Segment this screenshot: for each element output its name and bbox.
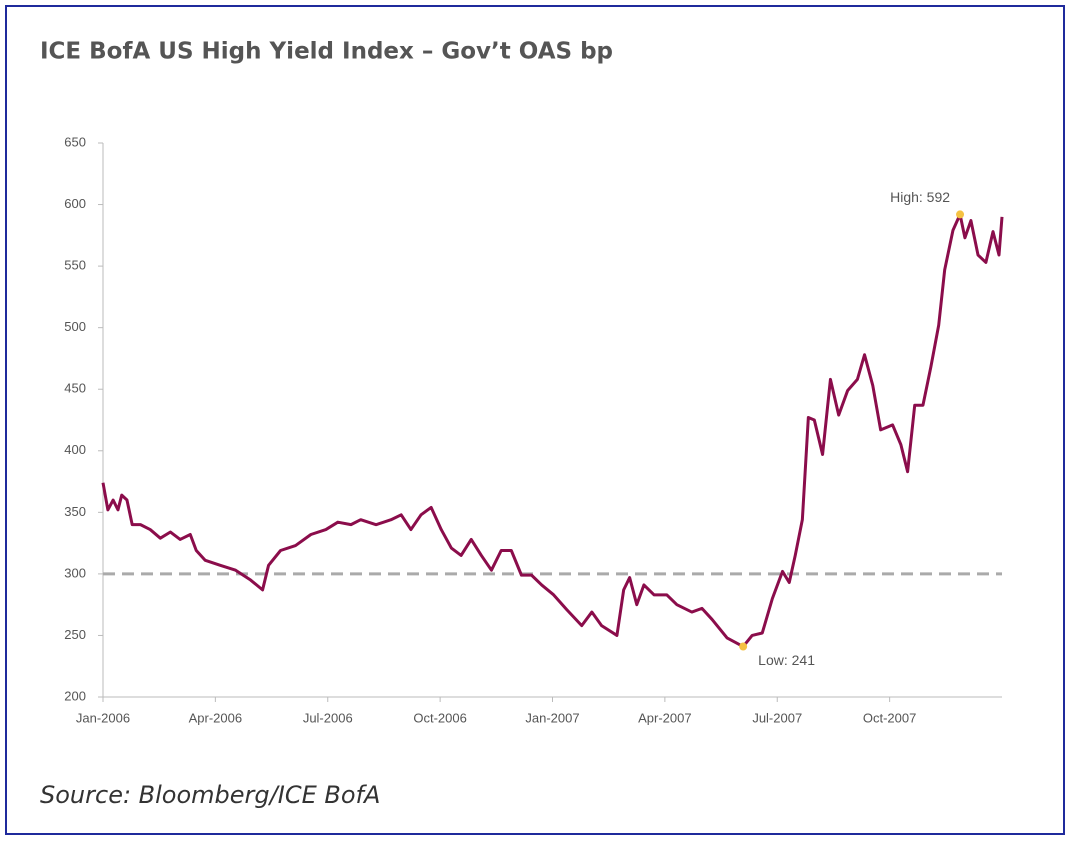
annotation-label: Low: 241: [758, 652, 815, 668]
y-tick-label: 400: [64, 442, 86, 457]
annotation-label: High: 592: [890, 189, 950, 205]
y-tick-label: 350: [64, 504, 86, 519]
y-tick-label: 450: [64, 381, 86, 396]
x-tick-label: Jul-2006: [303, 710, 353, 725]
y-tick-label: 300: [64, 565, 86, 580]
x-tick-label: Jan-2007: [525, 710, 579, 725]
frame: [5, 5, 1065, 835]
y-tick-label: 550: [64, 258, 86, 273]
annotation-marker: [739, 642, 748, 651]
y-tick-label: 250: [64, 627, 86, 642]
chart-title: ICE BofA US High Yield Index – Gov’t OAS…: [40, 39, 613, 65]
x-tick-label: Jan-2006: [76, 710, 130, 725]
y-tick-label: 200: [64, 688, 86, 703]
source: Source: Bloomberg/ICE BofA: [40, 781, 380, 809]
x-tick-label: Oct-2006: [413, 710, 466, 725]
annotation-marker: [956, 210, 965, 219]
x-tick-label: Oct-2007: [863, 710, 916, 725]
y-tick-label: 650: [64, 134, 86, 149]
x-tick-label: Jul-2007: [752, 710, 802, 725]
y-tick-label: 500: [64, 319, 86, 334]
series-line: [101, 212, 1004, 649]
x-tick-label: Apr-2006: [189, 710, 242, 725]
x-tick-label: Apr-2007: [638, 710, 691, 725]
y-tick-label: 600: [64, 196, 86, 211]
